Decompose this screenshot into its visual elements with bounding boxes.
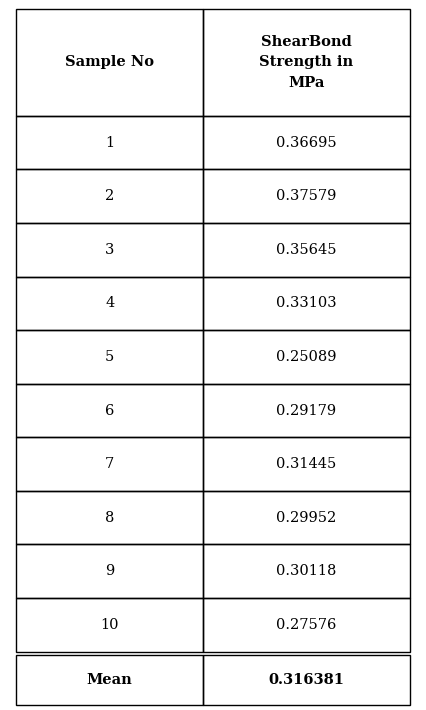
- Bar: [203, 330, 410, 384]
- Bar: [16, 655, 203, 705]
- Text: 7: 7: [105, 457, 114, 471]
- Text: 5: 5: [105, 350, 114, 364]
- Bar: [203, 655, 410, 705]
- Bar: [203, 277, 410, 330]
- Text: 3: 3: [105, 243, 114, 257]
- Text: 0.35645: 0.35645: [276, 243, 337, 257]
- Text: 0.25089: 0.25089: [276, 350, 337, 364]
- Bar: [16, 9, 203, 116]
- Text: 10: 10: [101, 618, 119, 632]
- Text: 0.37579: 0.37579: [276, 190, 337, 203]
- Text: 0.31445: 0.31445: [276, 457, 337, 471]
- Bar: [203, 545, 410, 598]
- Bar: [203, 9, 410, 116]
- Bar: [203, 491, 410, 545]
- Text: 8: 8: [105, 510, 114, 525]
- Bar: [203, 170, 410, 223]
- Text: Sample No: Sample No: [65, 55, 154, 69]
- Bar: [16, 545, 203, 598]
- Bar: [16, 223, 203, 277]
- Bar: [203, 437, 410, 491]
- Bar: [16, 330, 203, 384]
- Text: 6: 6: [105, 403, 114, 417]
- Bar: [203, 598, 410, 652]
- Text: 1: 1: [105, 136, 114, 150]
- Text: 0.27576: 0.27576: [276, 618, 337, 632]
- Bar: [16, 384, 203, 437]
- Bar: [203, 384, 410, 437]
- Text: 0.29179: 0.29179: [276, 403, 337, 417]
- Bar: [16, 437, 203, 491]
- Text: ShearBond
Strength in
MPa: ShearBond Strength in MPa: [259, 35, 354, 90]
- Bar: [16, 598, 203, 652]
- Text: 0.29952: 0.29952: [276, 510, 337, 525]
- Text: 0.33103: 0.33103: [276, 296, 337, 310]
- Text: Mean: Mean: [87, 673, 132, 687]
- Bar: [203, 116, 410, 170]
- Text: 4: 4: [105, 296, 114, 310]
- Text: 0.36695: 0.36695: [276, 136, 337, 150]
- Bar: [16, 116, 203, 170]
- Bar: [16, 277, 203, 330]
- Text: 0.30118: 0.30118: [276, 564, 337, 578]
- Text: 2: 2: [105, 190, 114, 203]
- Text: 9: 9: [105, 564, 114, 578]
- Bar: [16, 491, 203, 545]
- Text: 0.316381: 0.316381: [268, 673, 345, 687]
- Bar: [203, 223, 410, 277]
- Bar: [16, 170, 203, 223]
